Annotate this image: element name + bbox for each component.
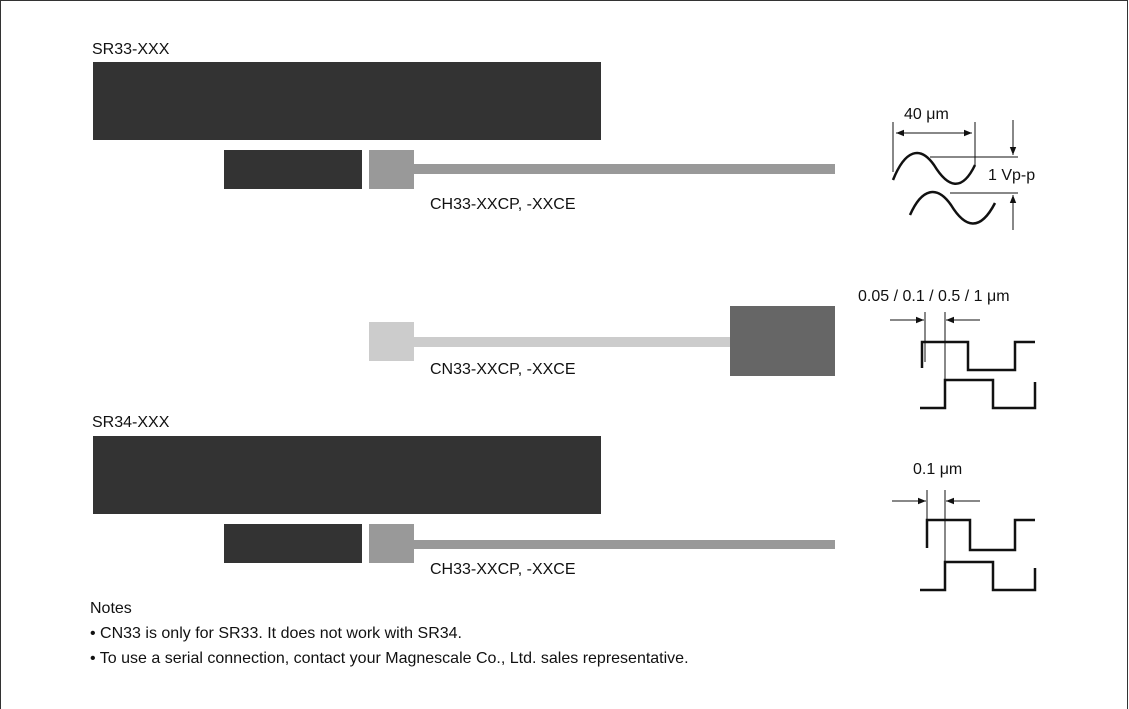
note: • CN33 is only for SR33. It does not wor… (90, 625, 462, 642)
cable-label: CN33-XXCP, -XXCE (430, 361, 576, 378)
sine-signal (891, 120, 1018, 230)
square-signal (892, 490, 1037, 592)
amplitude-label: 1 Vp-p (988, 167, 1035, 184)
read-head (224, 150, 362, 189)
resolution-label: 0.1 μm (913, 461, 962, 478)
cable (414, 540, 835, 549)
connector (369, 150, 414, 189)
square-signal (890, 312, 1037, 410)
sr33-label: SR33-XXX (92, 41, 170, 58)
cable-label: CH33-XXCP, -XXCE (430, 196, 576, 213)
connector (369, 524, 414, 563)
note: • To use a serial connection, contact yo… (90, 650, 689, 667)
scale-body (93, 436, 601, 514)
resolution-label: 0.05 / 0.1 / 0.5 / 1 μm (858, 288, 1010, 305)
connector (369, 322, 414, 361)
cable (414, 164, 835, 174)
interface-box (730, 306, 835, 376)
sr34-label: SR34-XXX (92, 414, 170, 431)
cable-label: CH33-XXCP, -XXCE (430, 561, 576, 578)
notes-title: Notes (90, 600, 132, 617)
period-label: 40 μm (904, 106, 949, 123)
cable (414, 337, 730, 347)
scale-body (93, 62, 601, 140)
read-head (224, 524, 362, 563)
